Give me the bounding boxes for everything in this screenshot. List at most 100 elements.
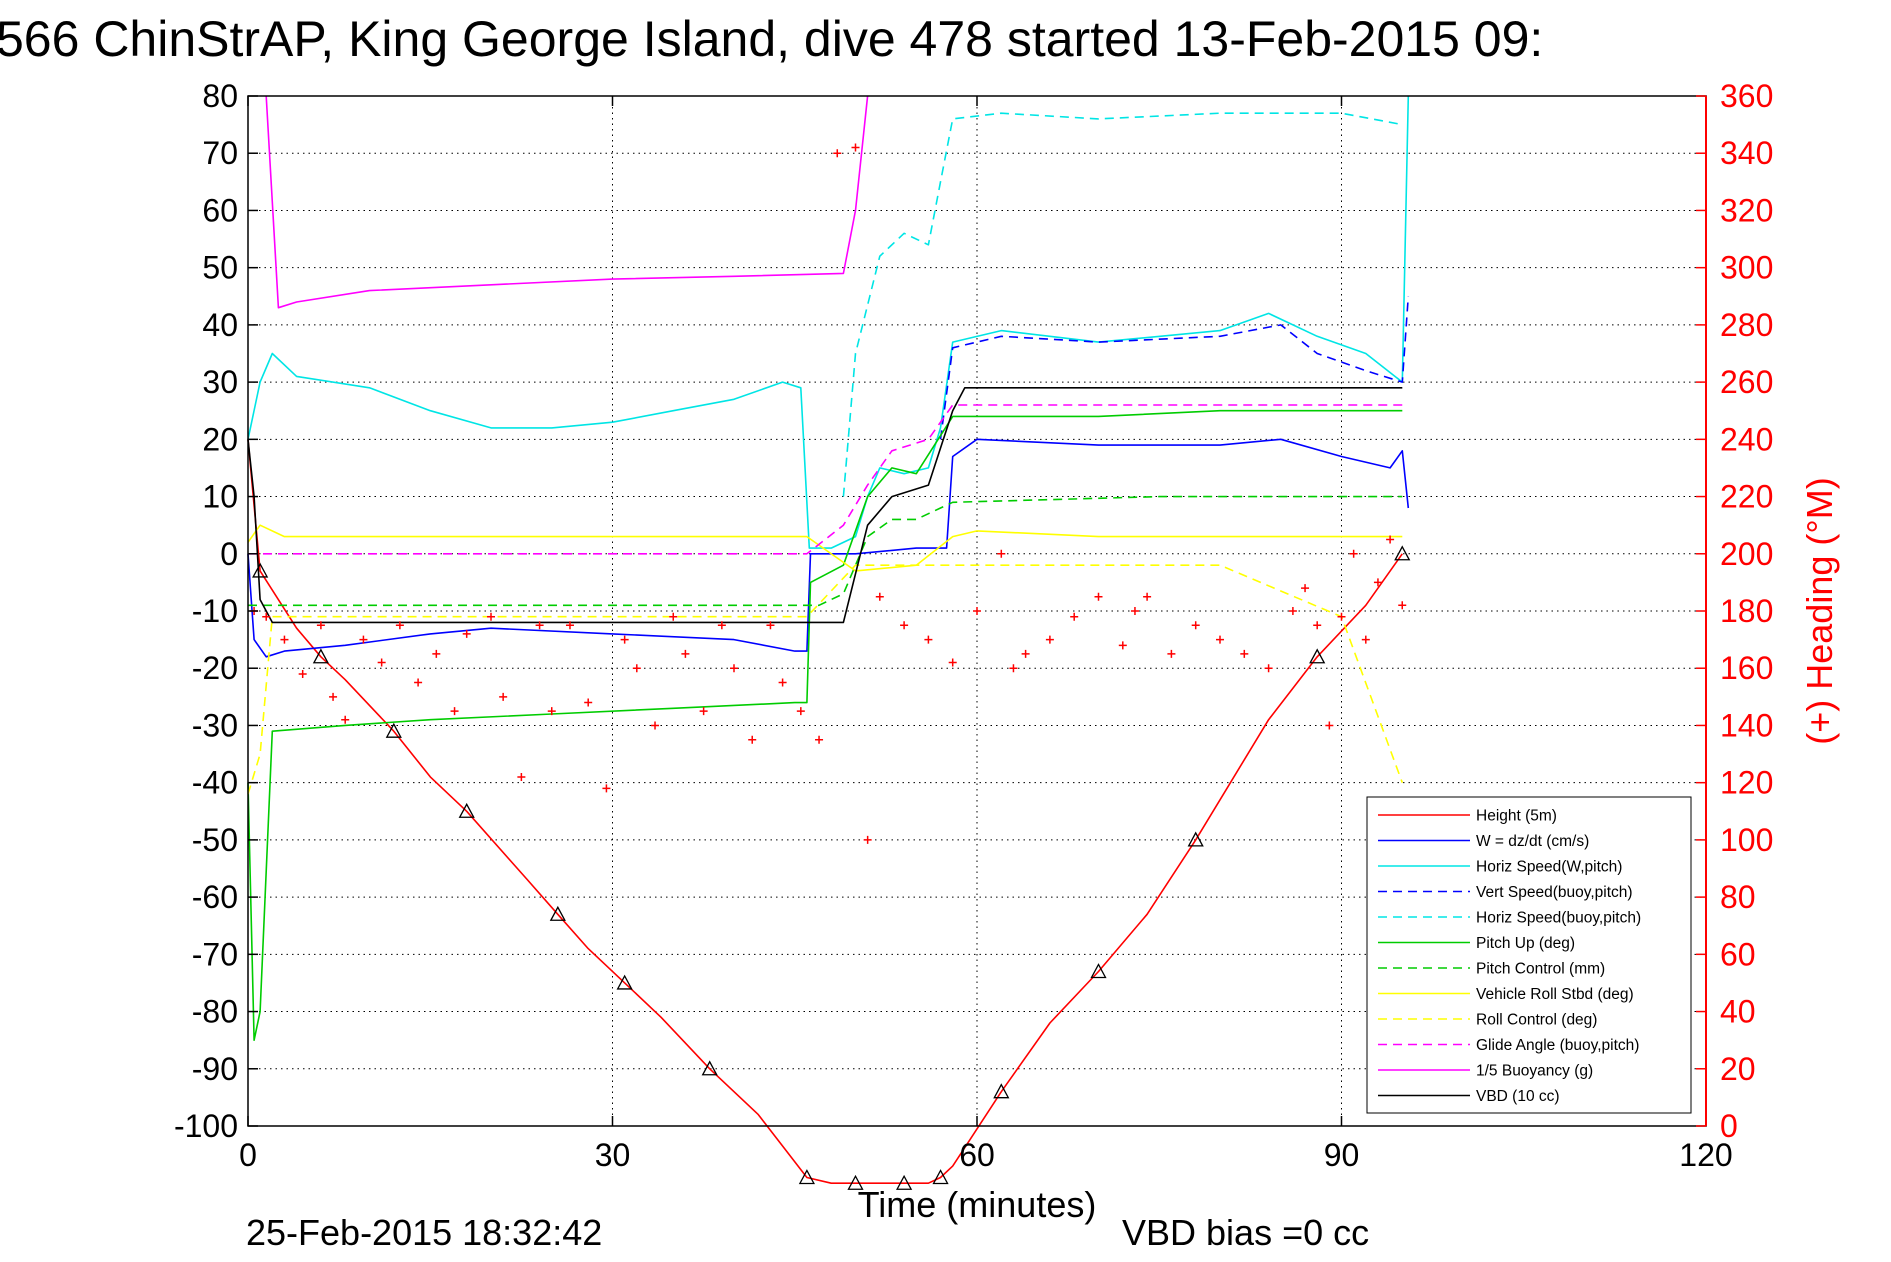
y2-tick-label: 160 <box>1720 650 1773 686</box>
heading-point <box>298 669 307 678</box>
y-tick-label: -10 <box>192 593 238 629</box>
y-tick-label: 60 <box>202 192 238 228</box>
heading-point <box>1264 664 1273 673</box>
y2-tick-label: 300 <box>1720 250 1773 286</box>
series-w-dz-dt-cm-s <box>247 438 1410 658</box>
heading-point <box>1361 635 1370 644</box>
heading-point <box>681 649 690 658</box>
y2-tick-label: 120 <box>1720 765 1773 801</box>
x-axis-label: Time (minutes) <box>858 1184 1097 1225</box>
heading-point <box>565 621 574 630</box>
height-marker <box>1309 648 1326 664</box>
y2-tick-label: 40 <box>1720 994 1756 1030</box>
y-tick-label: 80 <box>202 78 238 114</box>
heading-point <box>1386 535 1395 544</box>
y2-tick-label: 100 <box>1720 822 1773 858</box>
y-tick-label: -40 <box>192 765 238 801</box>
heading-point <box>395 621 404 630</box>
legend-box <box>1366 796 1692 1114</box>
heading-point <box>875 592 884 601</box>
y-tick-label: -30 <box>192 707 238 743</box>
chart-title: 566 ChinStrAP, King George Island, dive … <box>0 11 1543 67</box>
heading-point <box>669 612 678 621</box>
heading-point <box>632 664 641 673</box>
heading-point <box>1398 601 1407 610</box>
heading-point <box>1349 549 1358 558</box>
heading-point <box>341 715 350 724</box>
x-tick-label: 90 <box>1324 1137 1360 1173</box>
heading-point <box>900 621 909 630</box>
y2-tick-label: 260 <box>1720 364 1773 400</box>
y2-tick-label: 320 <box>1720 192 1773 228</box>
y2-tick-label: 140 <box>1720 707 1773 743</box>
heading-point <box>1313 621 1322 630</box>
heading-point <box>1130 607 1139 615</box>
heading-point <box>329 692 338 701</box>
heading-point <box>620 635 629 644</box>
y2-tick-label: 0 <box>1720 1108 1738 1144</box>
y-tick-label: -50 <box>192 822 238 858</box>
legend-label: Vert Speed(buoy,pitch) <box>1476 884 1633 901</box>
series-vert-speed-buoy-pitch <box>939 296 1410 440</box>
height-marker <box>549 905 566 921</box>
y2-tick-label: 360 <box>1720 78 1773 114</box>
heading-point <box>833 149 842 158</box>
legend-label: Roll Control (deg) <box>1476 1012 1597 1029</box>
y2-tick-label: 180 <box>1720 593 1773 629</box>
y2-tick-label: 340 <box>1720 135 1773 171</box>
y-tick-label: -80 <box>192 994 238 1030</box>
series-pitch-up-deg <box>247 409 1403 1041</box>
footer-timestamp: 25-Feb-2015 18:32:42 <box>246 1212 602 1253</box>
heading-point <box>1337 612 1346 621</box>
height-marker <box>896 1174 913 1190</box>
heading-point <box>462 629 471 638</box>
heading-point <box>948 658 957 667</box>
heading-point <box>487 612 495 621</box>
heading-point <box>1021 649 1030 658</box>
heading-point <box>699 707 708 716</box>
heading-point <box>377 658 386 667</box>
legend-label: Horiz Speed(buoy,pitch) <box>1476 910 1641 927</box>
series-vehicle-roll-stbd-deg <box>247 524 1403 572</box>
y-tick-label: -100 <box>174 1108 238 1144</box>
heading-point <box>1301 584 1310 593</box>
heading-point <box>766 621 775 630</box>
legend-label: W = dz/dt (cm/s) <box>1476 833 1589 850</box>
heading-point <box>517 772 526 781</box>
x-tick-label: 0 <box>239 1137 257 1173</box>
y2-tick-label: 240 <box>1720 421 1773 457</box>
y-tick-label: -70 <box>192 936 238 972</box>
y-tick-label: 10 <box>202 479 238 515</box>
heading-point <box>651 721 660 730</box>
y2-tick-label: 200 <box>1720 536 1773 572</box>
y2-tick-label: 60 <box>1720 936 1756 972</box>
y-tick-label: 0 <box>220 536 238 572</box>
height-marker <box>847 1174 864 1190</box>
y-tick-label: -90 <box>192 1051 238 1087</box>
heading-point <box>1240 649 1249 658</box>
x-tick-label: 30 <box>595 1137 631 1173</box>
legend: Height (5m) W = dz/dt (cm/s) Horiz Speed(W… <box>1366 796 1692 1114</box>
legend-label: Pitch Control (mm) <box>1476 961 1605 978</box>
legend-label: VBD (10 cc) <box>1476 1088 1560 1105</box>
heading-point <box>450 707 459 716</box>
series-glide-angle-buoy-pitch <box>248 404 1403 555</box>
heading-point <box>1167 649 1176 658</box>
heading-point <box>1325 721 1334 730</box>
series-height-5m <box>247 439 1403 1184</box>
heading-point <box>1009 664 1018 673</box>
heading-point <box>815 735 824 744</box>
heading-point <box>414 678 423 687</box>
series-pitch-control-mm <box>248 495 1403 607</box>
heading-point <box>1070 612 1079 621</box>
heading-point <box>717 621 726 630</box>
axis-ticks: 0 30 60 90 12080706050403020100-10-20-30-40-… <box>174 78 1773 1173</box>
y2-tick-label: 20 <box>1720 1051 1756 1087</box>
y2-tick-label: 280 <box>1720 307 1773 343</box>
heading-point <box>1143 592 1152 601</box>
height-marker <box>1090 963 1107 979</box>
heading-point <box>1288 607 1297 615</box>
height-marker <box>458 802 475 818</box>
series-1-5-buoyancy-g <box>265 95 869 309</box>
